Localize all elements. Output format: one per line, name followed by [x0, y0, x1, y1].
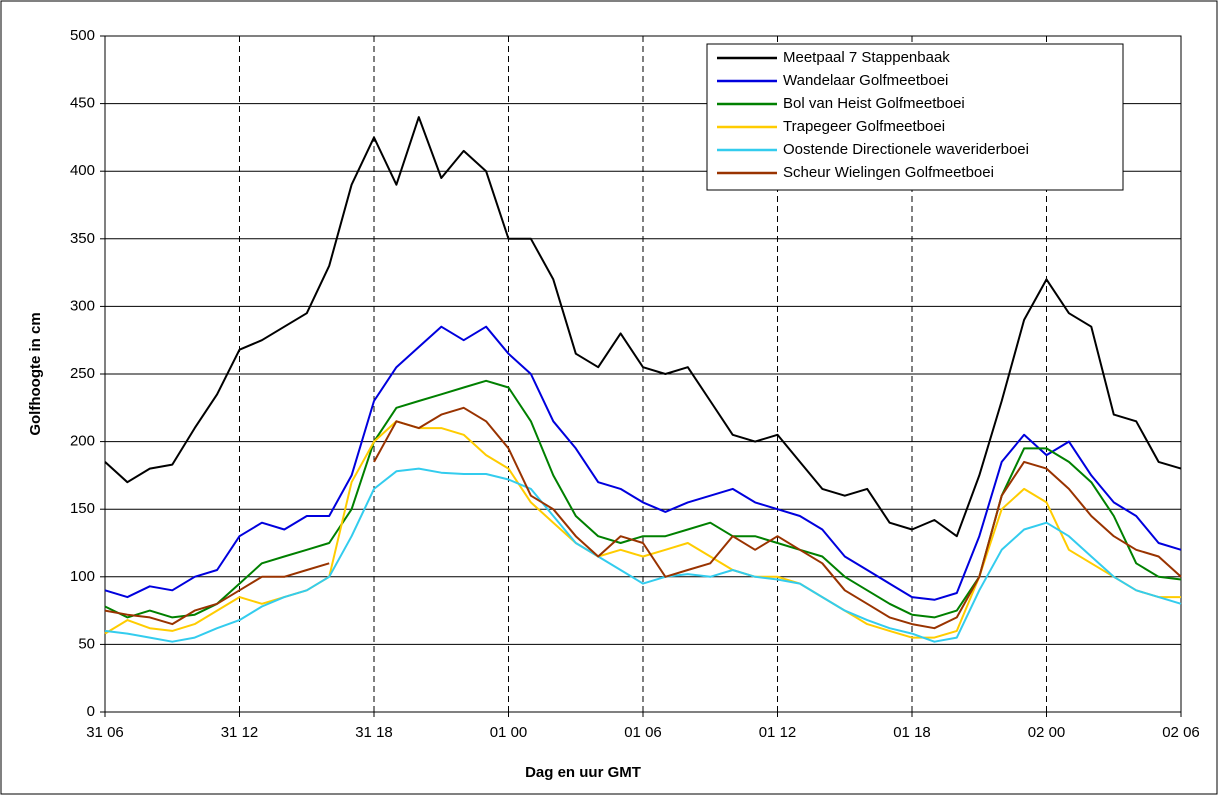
legend-label: Scheur Wielingen Golfmeetboei — [783, 164, 994, 181]
series-line — [104, 406, 1182, 630]
y-tick-label: 100 — [70, 568, 95, 585]
y-tick-label: 200 — [70, 433, 95, 450]
x-tick-label: 01 12 — [759, 724, 797, 741]
plot-frame — [104, 35, 1182, 713]
x-tick-label: 31 18 — [355, 724, 393, 741]
y-tick-label: 50 — [78, 635, 95, 652]
x-axis-title: Dag en uur GMT — [525, 764, 641, 781]
y-tick-label: 450 — [70, 95, 95, 112]
x-tick-label: 31 06 — [86, 724, 124, 741]
legend-label: Bol van Heist Golfmeetboei — [783, 95, 965, 112]
y-axis-title: Golfhoogte in cm — [27, 312, 44, 435]
x-tick-label: 02 06 — [1162, 724, 1200, 741]
x-tick-label: 01 18 — [893, 724, 931, 741]
y-tick-label: 500 — [70, 27, 95, 44]
y-tick-label: 0 — [87, 703, 95, 720]
x-tick-label: 31 12 — [221, 724, 259, 741]
x-tick-label: 02 00 — [1028, 724, 1066, 741]
y-tick-label: 350 — [70, 230, 95, 247]
series-line — [104, 116, 1182, 538]
series-line — [104, 325, 1182, 601]
y-tick-label: 400 — [70, 162, 95, 179]
x-tick-label: 01 06 — [624, 724, 662, 741]
series-line — [104, 467, 1182, 643]
legend-label: Oostende Directionele waveriderboei — [783, 141, 1029, 158]
y-tick-label: 150 — [70, 500, 95, 517]
y-tick-label: 300 — [70, 297, 95, 314]
legend-label: Trapegeer Golfmeetboei — [783, 118, 945, 135]
y-tick-label: 250 — [70, 365, 95, 382]
legend-box — [706, 43, 1124, 191]
legend-label: Meetpaal 7 Stappenbaak — [783, 49, 950, 66]
x-tick-label: 01 00 — [490, 724, 528, 741]
legend-label: Wandelaar Golfmeetboei — [783, 72, 948, 89]
